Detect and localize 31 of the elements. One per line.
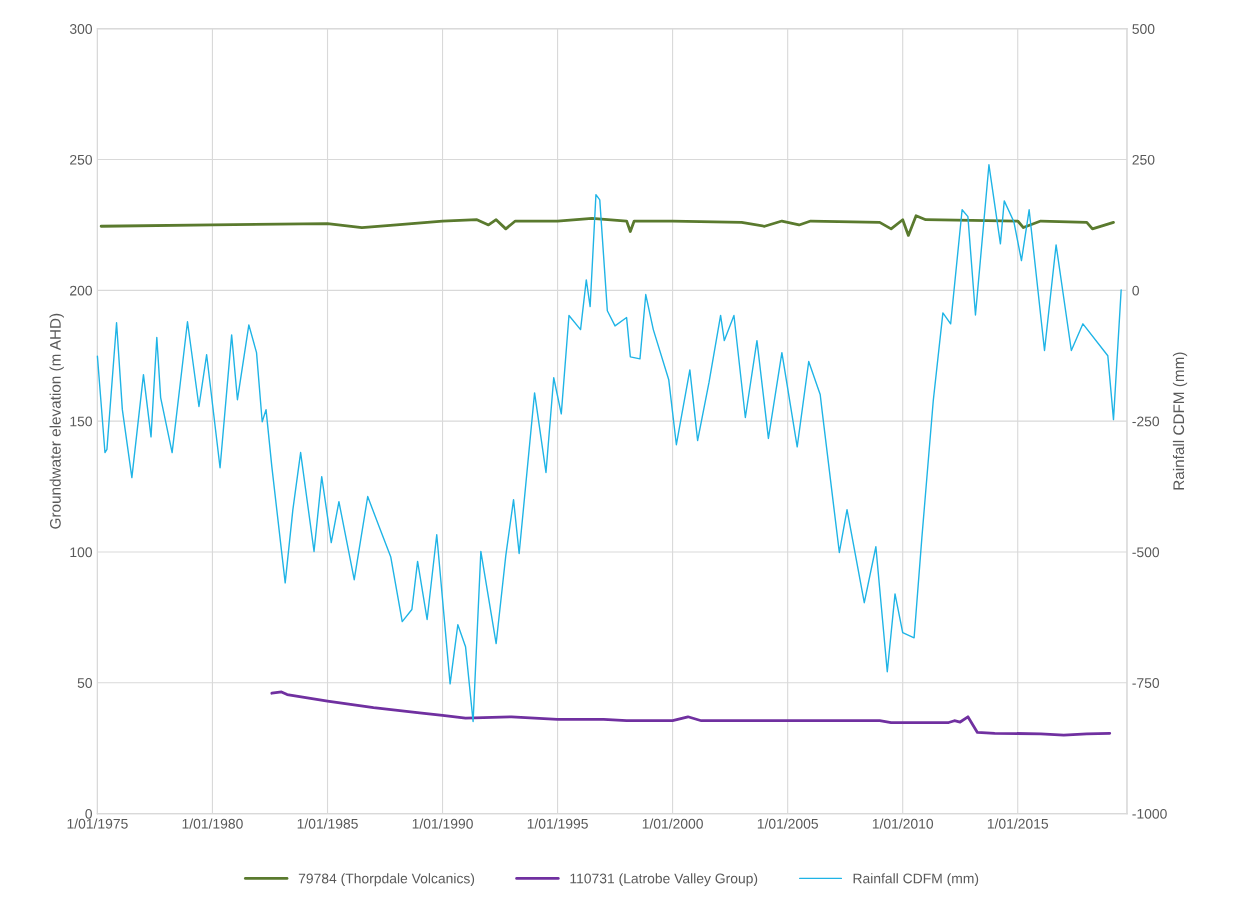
- y-tick-label: 200: [70, 285, 92, 296]
- y2-axis-title: Rainfall CDFM (mm): [1172, 352, 1188, 490]
- y-tick-label: 150: [70, 416, 92, 427]
- x-tick-label: 1/01/1990: [412, 818, 473, 829]
- y-tick-label: 250: [70, 154, 92, 165]
- x-tick-label: 1/01/2010: [872, 818, 934, 829]
- line-series: [96, 164, 1122, 723]
- y2-tick-label: 500: [1132, 24, 1155, 34]
- y2-tick-label: 0: [1132, 285, 1139, 296]
- x-tick-label: 1/01/1985: [297, 818, 358, 829]
- legend-label: Rainfall CDFM (mm): [853, 873, 979, 887]
- y2-tick-label: -1000: [1132, 808, 1167, 819]
- legend-label: 110731 (Latrobe Valley Group): [570, 873, 758, 887]
- line-series: [99, 214, 1115, 237]
- y-tick-label: 0: [85, 808, 92, 819]
- y2-tick-label: 250: [1132, 154, 1155, 165]
- x-tick-label: 1/01/2015: [987, 818, 1049, 829]
- y-axis-title: Groundwater elevation (m AHD): [49, 313, 64, 529]
- x-tick-label: 1/01/2000: [642, 818, 703, 829]
- y2-tick-label: -250: [1132, 416, 1160, 427]
- y2-tick-label: -500: [1132, 547, 1160, 558]
- x-tick-label: 1/01/2005: [757, 818, 818, 829]
- y2-tick-label: -750: [1132, 678, 1160, 688]
- y-tick-label: 300: [69, 24, 92, 34]
- x-tick-label: 1/01/1975: [67, 818, 128, 829]
- legend-label: 79784 (Thorpdale Volcanics): [298, 873, 475, 887]
- line-series: [270, 690, 1112, 737]
- y-tick-label: 100: [70, 547, 92, 558]
- x-tick-label: 1/01/1980: [182, 818, 243, 829]
- x-tick-label: 1/01/1995: [527, 818, 588, 829]
- y-tick-label: 50: [77, 678, 92, 688]
